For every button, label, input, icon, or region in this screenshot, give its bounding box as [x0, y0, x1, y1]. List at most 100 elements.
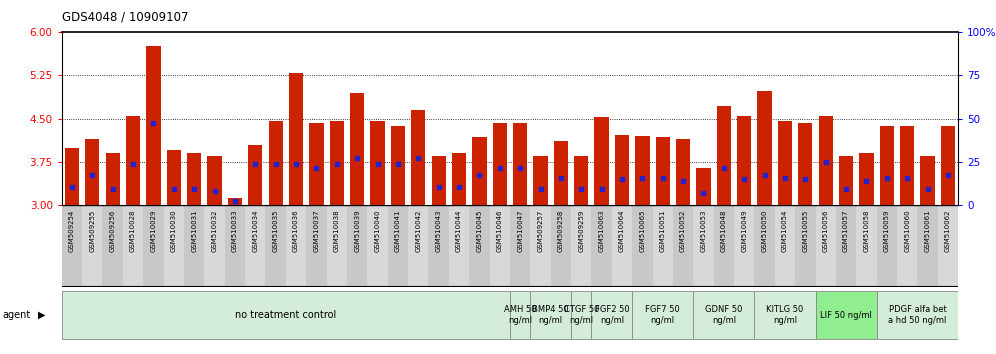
Bar: [592, 205, 612, 287]
Bar: [734, 205, 754, 287]
Bar: [330, 121, 344, 205]
Bar: [204, 205, 225, 287]
Bar: [245, 205, 266, 287]
Bar: [286, 205, 306, 287]
Text: GSM510040: GSM510040: [374, 209, 380, 252]
Bar: [163, 205, 184, 287]
Bar: [655, 137, 670, 205]
Bar: [876, 205, 897, 287]
Bar: [795, 205, 816, 287]
Bar: [187, 153, 201, 205]
Text: CTGF 50
ng/ml: CTGF 50 ng/ml: [564, 306, 599, 325]
Bar: [612, 205, 632, 287]
Text: GSM510041: GSM510041: [394, 209, 401, 252]
Bar: [917, 205, 938, 287]
Text: GSM510030: GSM510030: [170, 209, 177, 252]
Text: GSM510034: GSM510034: [252, 209, 258, 252]
Bar: [371, 121, 384, 205]
Text: agent: agent: [2, 310, 30, 320]
Bar: [207, 156, 222, 205]
FancyBboxPatch shape: [62, 291, 510, 339]
Text: GSM510028: GSM510028: [130, 209, 136, 252]
Text: GSM510052: GSM510052: [680, 209, 686, 252]
Text: GSM510037: GSM510037: [314, 209, 320, 252]
Text: GSM509255: GSM509255: [90, 209, 96, 252]
Bar: [551, 205, 571, 287]
Bar: [125, 116, 140, 205]
Bar: [289, 74, 303, 205]
FancyBboxPatch shape: [632, 291, 693, 339]
Text: GDNF 50
ng/ml: GDNF 50 ng/ml: [705, 306, 743, 325]
Text: GSM510063: GSM510063: [599, 209, 605, 252]
Bar: [615, 135, 629, 205]
Bar: [571, 205, 592, 287]
Bar: [490, 205, 510, 287]
Text: GSM510053: GSM510053: [700, 209, 706, 252]
Text: GSM510031: GSM510031: [191, 209, 197, 252]
Bar: [938, 205, 958, 287]
Bar: [493, 123, 507, 205]
Text: GSM510054: GSM510054: [782, 209, 788, 252]
Text: GSM510049: GSM510049: [741, 209, 747, 252]
Bar: [714, 205, 734, 287]
Bar: [754, 205, 775, 287]
Text: GSM510043: GSM510043: [435, 209, 441, 252]
FancyBboxPatch shape: [693, 291, 754, 339]
Text: GSM510059: GSM510059: [883, 209, 889, 252]
Bar: [368, 205, 387, 287]
Text: GSM510046: GSM510046: [497, 209, 503, 252]
FancyBboxPatch shape: [571, 291, 592, 339]
FancyBboxPatch shape: [754, 291, 816, 339]
Text: GSM510035: GSM510035: [273, 209, 279, 252]
Bar: [778, 121, 792, 205]
Text: GSM510044: GSM510044: [456, 209, 462, 252]
Bar: [595, 118, 609, 205]
Text: KITLG 50
ng/ml: KITLG 50 ng/ml: [766, 306, 804, 325]
Text: GSM510042: GSM510042: [415, 209, 421, 252]
Bar: [269, 121, 283, 205]
Bar: [897, 205, 917, 287]
Bar: [408, 205, 428, 287]
Bar: [103, 205, 123, 287]
Bar: [900, 126, 914, 205]
Text: GSM509258: GSM509258: [558, 209, 564, 252]
Bar: [431, 156, 446, 205]
Bar: [798, 123, 813, 205]
Text: GSM510065: GSM510065: [639, 209, 645, 252]
Text: GSM509257: GSM509257: [538, 209, 544, 252]
Bar: [65, 148, 79, 205]
Text: GSM510060: GSM510060: [904, 209, 910, 252]
Bar: [327, 205, 347, 287]
Bar: [717, 106, 731, 205]
Text: GSM510057: GSM510057: [843, 209, 850, 252]
Text: GSM510029: GSM510029: [150, 209, 156, 252]
FancyBboxPatch shape: [592, 291, 632, 339]
Text: GSM509259: GSM509259: [579, 209, 585, 252]
Bar: [82, 205, 103, 287]
Text: ▶: ▶: [38, 310, 46, 320]
Text: GSM510064: GSM510064: [619, 209, 625, 252]
Bar: [879, 126, 894, 205]
Bar: [676, 139, 690, 205]
Bar: [350, 93, 365, 205]
Bar: [387, 205, 408, 287]
Bar: [266, 205, 286, 287]
Text: GSM510036: GSM510036: [293, 209, 299, 252]
Text: FGF7 50
ng/ml: FGF7 50 ng/ml: [645, 306, 680, 325]
Text: no treatment control: no treatment control: [235, 310, 337, 320]
Bar: [428, 205, 449, 287]
Bar: [86, 139, 100, 205]
Bar: [839, 156, 854, 205]
Bar: [452, 153, 466, 205]
Text: BMP4 50
ng/ml: BMP4 50 ng/ml: [533, 306, 569, 325]
Text: GSM510045: GSM510045: [476, 209, 482, 252]
Text: PDGF alfa bet
a hd 50 ng/ml: PDGF alfa bet a hd 50 ng/ml: [888, 306, 946, 325]
FancyBboxPatch shape: [510, 291, 530, 339]
Text: GSM510039: GSM510039: [355, 209, 361, 252]
Text: GSM510038: GSM510038: [334, 209, 340, 252]
Bar: [166, 150, 181, 205]
Text: GSM510047: GSM510047: [517, 209, 523, 252]
Bar: [635, 136, 649, 205]
Text: FGF2 50
ng/ml: FGF2 50 ng/ml: [595, 306, 629, 325]
Text: GSM509254: GSM509254: [69, 209, 75, 252]
